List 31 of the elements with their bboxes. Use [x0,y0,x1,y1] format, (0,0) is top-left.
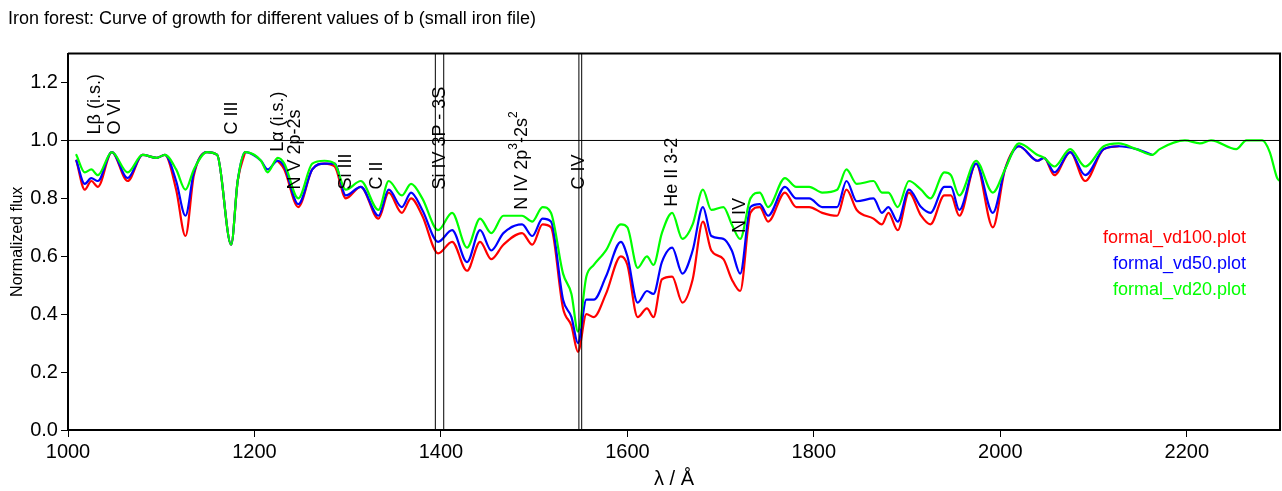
annotation: Si III [334,153,355,190]
chart-title: Iron forest: Curve of growth for different values of b (small iron file) [8,7,536,28]
y-tick-label: 0.4 [30,301,58,324]
x-axis-title: λ / Å [653,466,695,489]
text: formal_vd50.plot [1112,253,1246,274]
annotation: Lα (i.s.) [266,91,287,152]
y-tick-label: 0.0 [30,417,58,440]
annotation: C II [365,161,386,190]
annotation: Si IV 3P - 3S [428,86,449,190]
x-tick-label: 1000 [45,439,91,462]
y-tick-label: 0.6 [30,243,58,266]
x-tick-label: 1600 [605,439,650,462]
annotation: C IV [567,154,588,190]
annotation: N IV 2p3-2s2 [506,111,531,210]
text: formal_vd100.plot [1102,227,1246,248]
y-tick-label: 1.0 [30,127,58,150]
text: formal_vd20.plot [1112,279,1246,300]
annotation: Lβ (i.s.) [84,74,105,135]
annotation: He II 3-2 [661,137,682,207]
y-tick-label: 0.2 [30,359,58,382]
annotation: C III [221,101,242,135]
x-tick-label: 1800 [791,439,837,462]
y-axis-title: Normalized flux [8,186,26,297]
x-tick-label: 2200 [1164,439,1210,462]
y-tick-label: 0.8 [30,185,58,208]
x-tick-label: 1400 [418,439,464,462]
y-tick-label: 1.2 [30,70,58,93]
annotation: O VI [103,98,124,135]
x-tick-label: 2000 [978,439,1023,462]
x-tick-label: 1200 [232,439,277,462]
annotation: N IV [729,197,750,233]
